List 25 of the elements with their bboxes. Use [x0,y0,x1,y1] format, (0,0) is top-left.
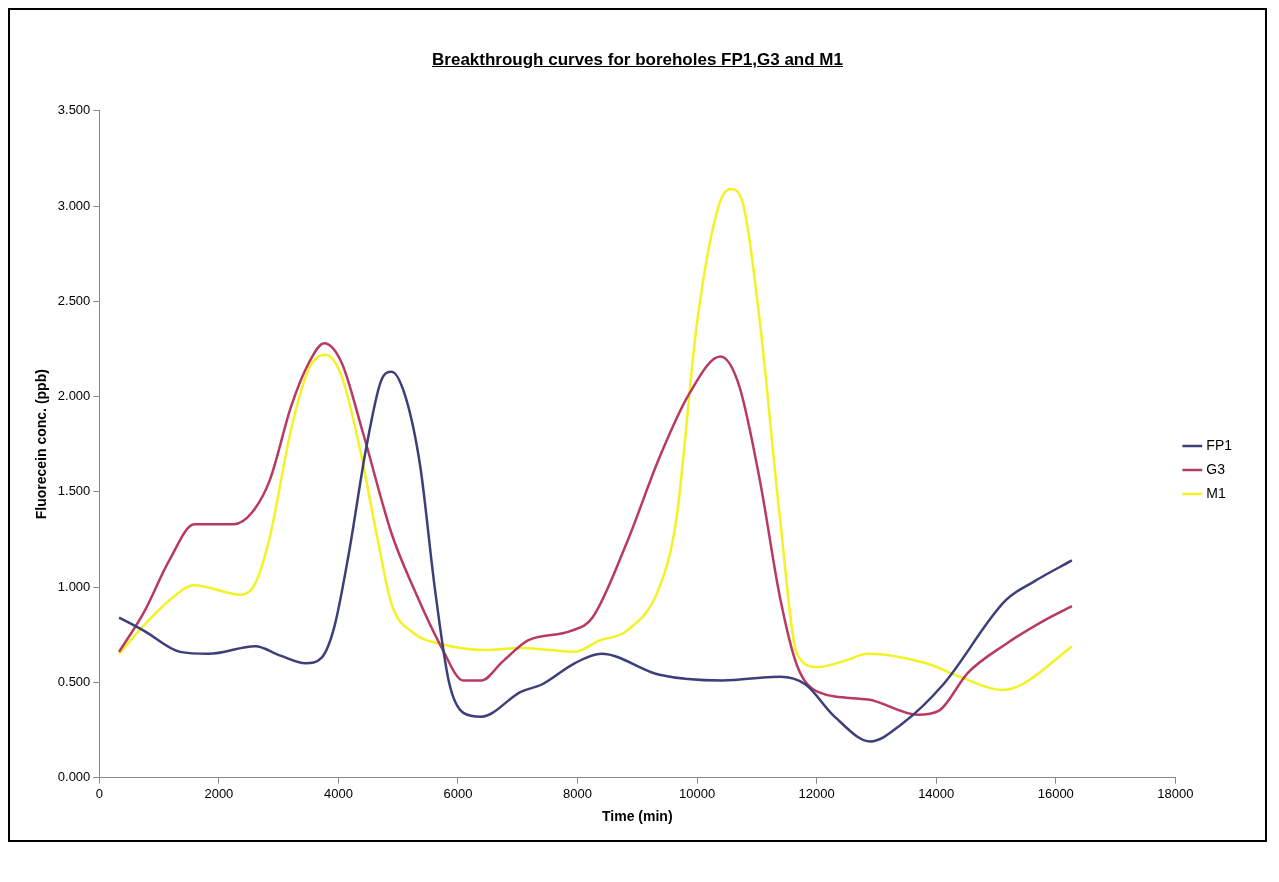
chart-title: Breakthrough curves for boreholes FP1,G3 and M1 [431,50,844,70]
x-tick-label: 6000 [443,785,473,801]
legend-label: G3 [1206,460,1226,477]
y-axis-title: Fluorecein conc. (ppb) [33,369,50,520]
x-tick-label: 14000 [918,785,955,801]
legend-label: FP1 [1206,436,1233,453]
line-series [117,187,1074,692]
y-tick-label: 1.000 [57,578,91,594]
x-tick-label: 16000 [1037,785,1074,801]
x-tick-label: 0 [95,785,103,801]
y-tick-label: 0.500 [57,673,91,689]
x-tick-label: 4000 [323,785,353,801]
y-tick-label: 3.500 [57,102,91,118]
y-tick-label: 2.500 [57,292,91,308]
x-tick-label: 8000 [563,785,593,801]
legend-label: M1 [1206,484,1226,501]
y-tick-label: 3.000 [57,197,91,213]
x-tick-label: 18000 [1157,785,1194,801]
y-tick-label: 1.500 [57,483,91,499]
x-tick-label: 10000 [679,785,716,801]
x-tick-label: 12000 [798,785,835,801]
y-tick-label: 0.000 [57,769,91,785]
y-tick-label: 2.000 [57,388,91,404]
x-tick-label: 2000 [204,785,234,801]
x-axis-title: Time (min) [602,808,673,825]
